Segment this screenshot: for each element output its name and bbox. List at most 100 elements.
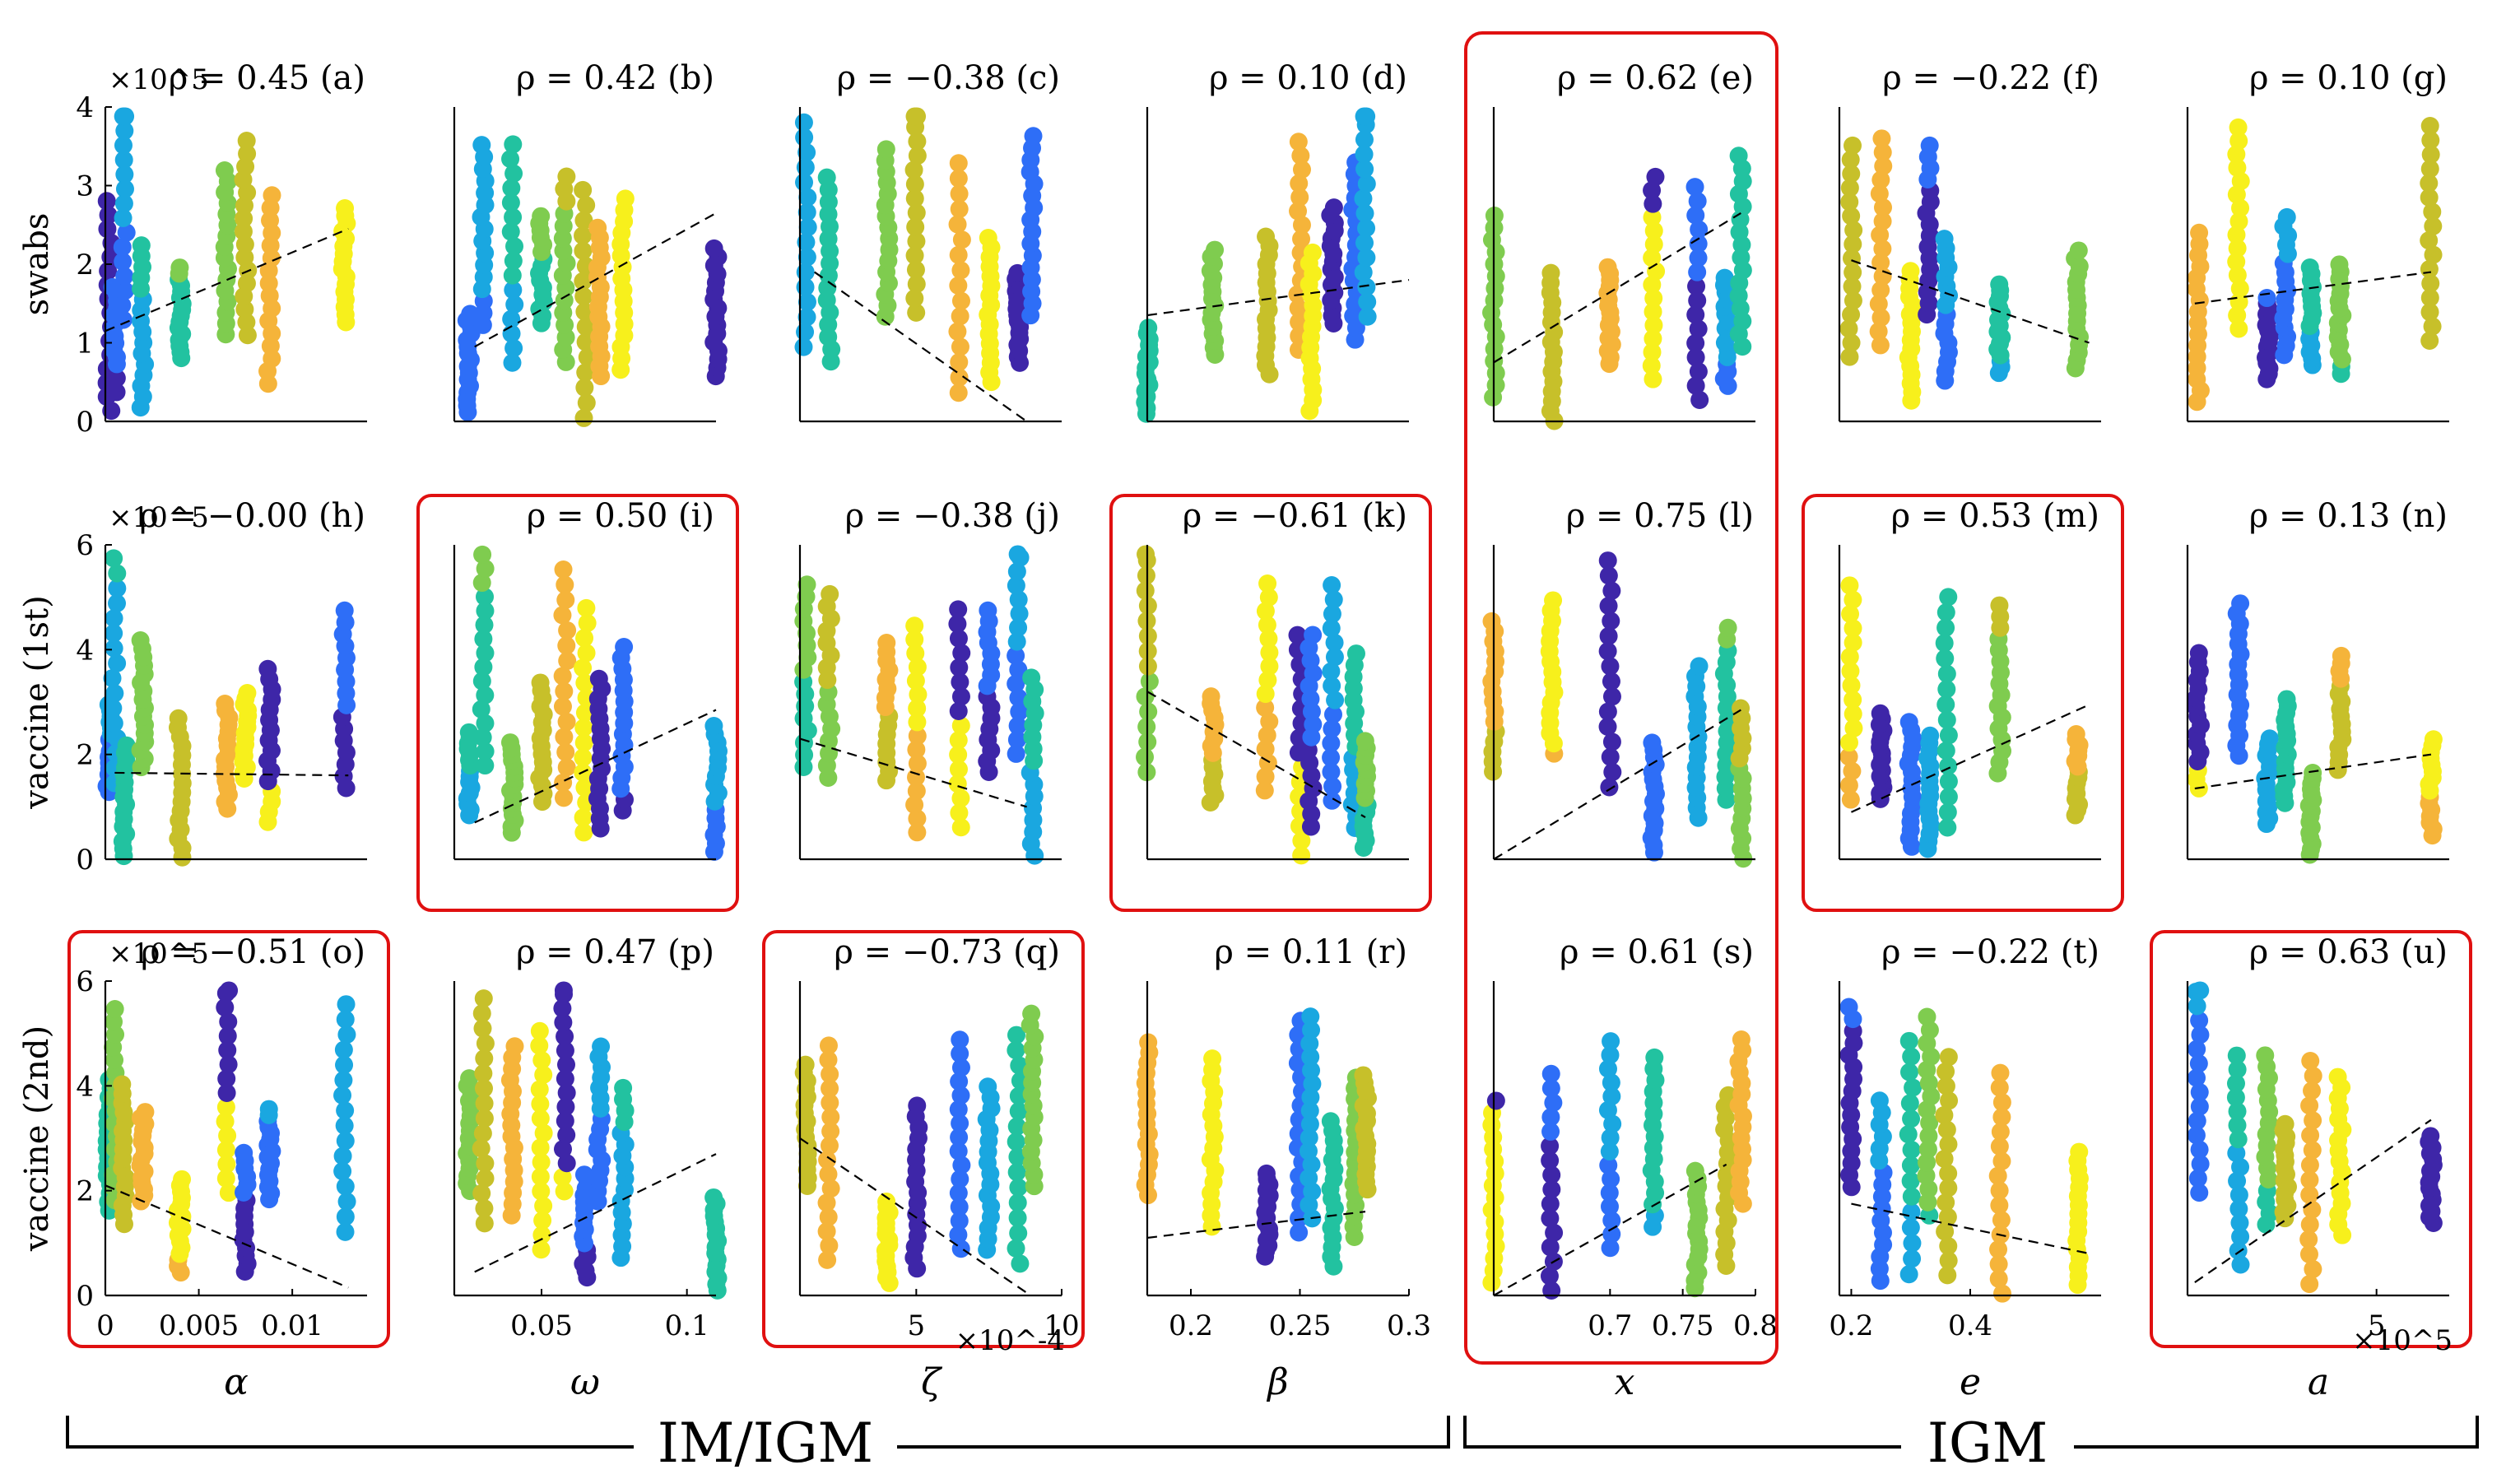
point <box>2424 216 2443 235</box>
points-k <box>1136 545 1377 865</box>
trend-line-r <box>1146 1211 1366 1239</box>
point <box>574 226 593 245</box>
point <box>1009 590 1028 609</box>
x-tick-label: 5 <box>2368 1309 2386 1342</box>
point <box>951 261 970 280</box>
point <box>1686 376 1705 395</box>
point <box>577 644 596 663</box>
point <box>216 1169 235 1188</box>
point <box>2231 1227 2250 1246</box>
point <box>1686 305 1705 324</box>
x-tick-label: 0.25 <box>1269 1309 1332 1342</box>
point <box>1992 1284 2011 1303</box>
point <box>1136 581 1155 600</box>
point <box>336 1222 355 1241</box>
point <box>531 1109 550 1128</box>
point <box>475 1049 494 1067</box>
point <box>1643 208 1662 227</box>
point <box>1600 1142 1619 1161</box>
point <box>1601 657 1620 676</box>
point <box>2228 1060 2247 1079</box>
point <box>1303 243 1322 262</box>
point <box>949 1100 968 1119</box>
point <box>1302 1155 1321 1174</box>
point <box>556 1041 574 1060</box>
point <box>504 207 523 226</box>
point <box>2420 174 2439 193</box>
point <box>108 594 127 613</box>
point <box>1357 277 1376 296</box>
point <box>1322 734 1341 753</box>
point <box>1354 263 1373 281</box>
x-tick-label: 0.01 <box>261 1309 323 1342</box>
point <box>1300 1114 1319 1133</box>
panel-title-t: ρ = −0.22 (t) <box>1881 933 2099 971</box>
point <box>2188 1111 2206 1130</box>
points-h <box>97 549 356 867</box>
panel-title-b: ρ = 0.42 (b) <box>516 59 714 97</box>
point <box>259 1100 278 1119</box>
row-label: swabs <box>18 213 56 316</box>
point <box>472 1004 491 1023</box>
point <box>1259 588 1278 607</box>
point <box>1601 1239 1620 1258</box>
point <box>501 222 520 241</box>
point <box>1918 1140 1937 1159</box>
point <box>1541 1209 1560 1228</box>
x-axis-label: α <box>224 1361 249 1403</box>
point <box>472 700 491 719</box>
point <box>2424 730 2443 749</box>
point <box>574 748 593 767</box>
point <box>1009 618 1028 637</box>
point <box>1602 581 1621 600</box>
point <box>1935 634 1954 653</box>
point <box>1202 687 1220 706</box>
point <box>1598 1059 1617 1078</box>
point <box>555 681 574 700</box>
x-tick-label: 0.75 <box>1652 1309 1714 1342</box>
point <box>1873 143 1892 162</box>
point <box>557 1083 576 1102</box>
point <box>574 272 593 291</box>
point <box>1938 1207 1957 1226</box>
point <box>1355 234 1374 253</box>
point <box>2227 252 2246 271</box>
point <box>475 1109 494 1128</box>
point <box>948 615 967 634</box>
point <box>1007 562 1026 581</box>
point <box>1260 657 1279 676</box>
point <box>1644 302 1662 321</box>
panel-d: ρ = 0.10 (d) <box>1136 59 1410 423</box>
point <box>1139 319 1158 337</box>
point <box>1936 603 1955 622</box>
point <box>574 823 593 842</box>
point <box>1302 1021 1321 1039</box>
point <box>1689 249 1708 267</box>
point <box>1839 319 1858 338</box>
point <box>131 630 150 649</box>
point <box>216 694 235 713</box>
point <box>263 186 281 205</box>
point <box>1602 1073 1620 1092</box>
point <box>1988 1166 2007 1185</box>
point <box>2228 1171 2247 1190</box>
point <box>99 206 118 225</box>
point <box>534 1065 553 1084</box>
point <box>950 1128 969 1146</box>
point <box>1301 1048 1320 1067</box>
panel-title-n: ρ = 0.13 (n) <box>2249 497 2448 535</box>
point <box>530 1036 549 1055</box>
point <box>905 616 924 635</box>
points-s <box>1482 1030 1752 1300</box>
point <box>472 672 491 691</box>
point <box>798 188 817 207</box>
point <box>99 262 118 281</box>
point <box>1869 295 1888 314</box>
point <box>1844 619 1862 638</box>
point <box>556 1097 575 1116</box>
point <box>574 180 593 199</box>
point <box>219 1184 238 1202</box>
x-tick-label: 0 <box>96 1309 114 1342</box>
trend-line-a <box>105 228 349 333</box>
point <box>1937 1120 1956 1139</box>
